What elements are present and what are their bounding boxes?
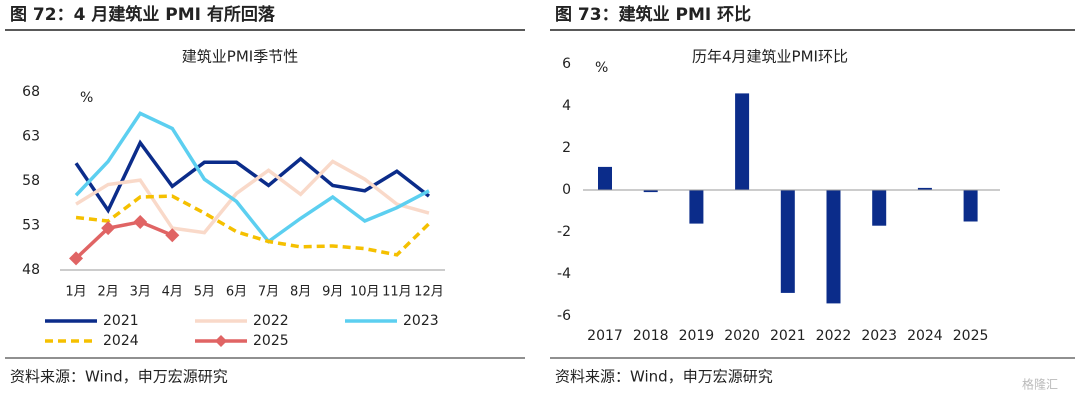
x-tick-label: 7月	[258, 285, 279, 300]
legend-label: 2022	[253, 313, 289, 329]
series-line	[75, 194, 431, 257]
legend-label: 2023	[403, 313, 439, 329]
legend-label: 2024	[103, 333, 139, 349]
y-tick-label: 4	[562, 98, 571, 114]
bar	[643, 190, 658, 193]
source: 资料来源：Wind，申万宏源研究	[555, 368, 773, 386]
y-tick-label: 53	[22, 218, 40, 234]
bar	[735, 93, 750, 190]
x-tick-label: 11月	[382, 285, 412, 300]
legend-marker	[215, 335, 227, 347]
series-line	[75, 159, 430, 235]
x-tick-label: 4月	[162, 285, 183, 300]
chart-title: 图 72：4 月建筑业 PMI 有所回落	[10, 4, 276, 25]
y-tick-label: 2	[562, 140, 571, 156]
series-line	[74, 139, 431, 214]
bar	[826, 190, 841, 304]
y-tick-label: 68	[22, 84, 40, 100]
x-tick-label: 5月	[194, 285, 215, 300]
y-tick-label: -4	[557, 266, 571, 282]
bar	[598, 166, 612, 190]
x-tick-label: 2022	[816, 328, 852, 344]
x-tick-label: 2024	[907, 328, 943, 344]
y-tick-label: 48	[22, 262, 40, 278]
y-tick-label: -2	[557, 224, 571, 240]
y-unit: %	[80, 90, 93, 106]
x-tick-label: 1月	[65, 285, 86, 300]
series-line	[74, 111, 430, 244]
bar	[872, 190, 887, 226]
x-tick-label: 8月	[290, 285, 311, 300]
x-tick-label: 2025	[953, 328, 989, 344]
legend-label: 2025	[253, 333, 289, 349]
x-tick-label: 6月	[226, 285, 247, 300]
x-tick-label: 2021	[770, 328, 806, 344]
x-tick-label: 2018	[633, 328, 669, 344]
bar	[917, 187, 932, 190]
y-tick-label: 0	[562, 182, 571, 198]
bar	[963, 190, 978, 222]
x-tick-label: 2023	[861, 328, 897, 344]
chart-title: 图 73：建筑业 PMI 环比	[555, 4, 751, 25]
x-tick-label: 2月	[97, 285, 118, 300]
bar	[780, 190, 795, 293]
x-tick-label: 12月	[414, 285, 444, 300]
x-tick-label: 2019	[679, 328, 715, 344]
x-tick-label: 3月	[130, 285, 151, 300]
chart-subtitle: 历年4月建筑业PMI环比	[692, 48, 848, 66]
series-marker	[101, 221, 116, 236]
x-tick-label: 2017	[587, 328, 623, 344]
legend-label: 2021	[103, 313, 139, 329]
series-marker	[165, 228, 180, 243]
watermark: 格隆汇	[1022, 377, 1058, 392]
series-marker	[69, 251, 84, 266]
source: 资料来源：Wind，申万宏源研究	[10, 368, 228, 386]
bar	[689, 190, 704, 224]
y-tick-label: 58	[22, 173, 40, 189]
series-marker	[133, 214, 148, 229]
y-tick-label: -6	[557, 308, 571, 324]
series-line	[74, 220, 173, 260]
x-tick-label: 10月	[350, 285, 380, 300]
x-tick-label: 9月	[322, 285, 343, 300]
chart-subtitle: 建筑业PMI季节性	[182, 48, 298, 66]
y-tick-label: 63	[22, 129, 40, 145]
y-tick-label: 6	[562, 56, 571, 72]
y-unit: %	[595, 60, 608, 76]
x-tick-label: 2020	[724, 328, 760, 344]
